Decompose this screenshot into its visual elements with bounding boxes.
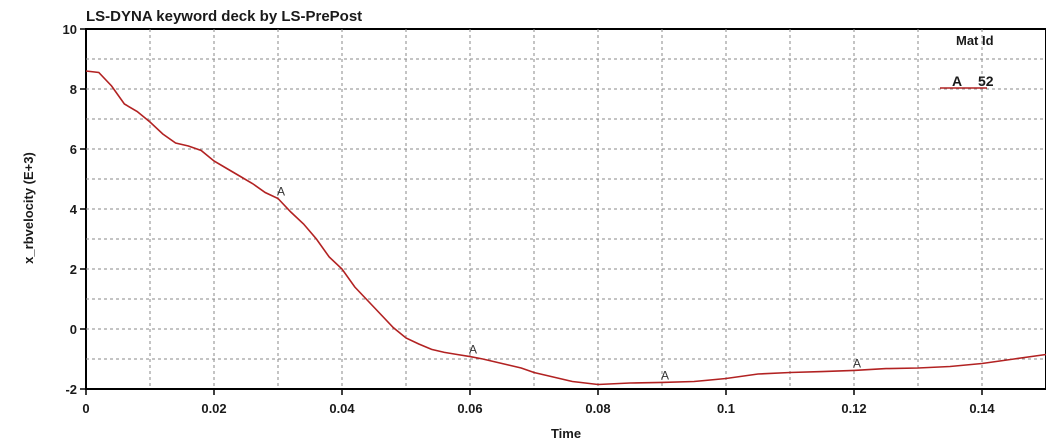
series-marker-label: A: [853, 356, 861, 370]
chart-title: LS-DYNA keyword deck by LS-PrePost: [86, 8, 362, 25]
x-tick-label: 0.04: [329, 401, 355, 416]
series-line-52: [85, 70, 1046, 386]
gridlines: [86, 29, 1046, 389]
y-axis-label: x_rbvelocity (E+3): [21, 152, 36, 264]
x-tick-label: 0.08: [585, 401, 610, 416]
x-tick-label: 0.06: [457, 401, 482, 416]
y-tick-label: 4: [70, 202, 78, 217]
series-marker-label: A: [661, 368, 669, 382]
legend-title: Mat Id: [956, 33, 994, 48]
series-marker-label: A: [469, 343, 477, 357]
legend-entry-label: 52: [978, 73, 994, 89]
x-tick-label: 0.14: [969, 401, 995, 416]
y-tick-label: 2: [70, 262, 77, 277]
y-tick-label: 0: [70, 322, 77, 337]
x-tick-label: 0.02: [201, 401, 226, 416]
x-tick-label: 0: [82, 401, 89, 416]
y-tick-label: 10: [63, 22, 77, 37]
x-axis-ticks: 0 0.02 0.04 0.06 0.08 0.1 0.12 0.14: [82, 389, 995, 416]
series-markers: A A A A: [277, 185, 861, 383]
x-axis-label: Time: [551, 426, 581, 440]
y-tick-label: -2: [65, 382, 77, 397]
y-axis-ticks: -2 0 2 4 6 8 10: [63, 22, 86, 397]
series-marker-label: A: [277, 185, 285, 199]
x-tick-label: 0.1: [717, 401, 735, 416]
x-tick-label: 0.12: [841, 401, 866, 416]
legend: Mat Id A 52: [940, 33, 994, 89]
y-tick-label: 6: [70, 142, 77, 157]
y-tick-label: 8: [70, 82, 77, 97]
legend-entry-marker: A: [952, 73, 962, 89]
